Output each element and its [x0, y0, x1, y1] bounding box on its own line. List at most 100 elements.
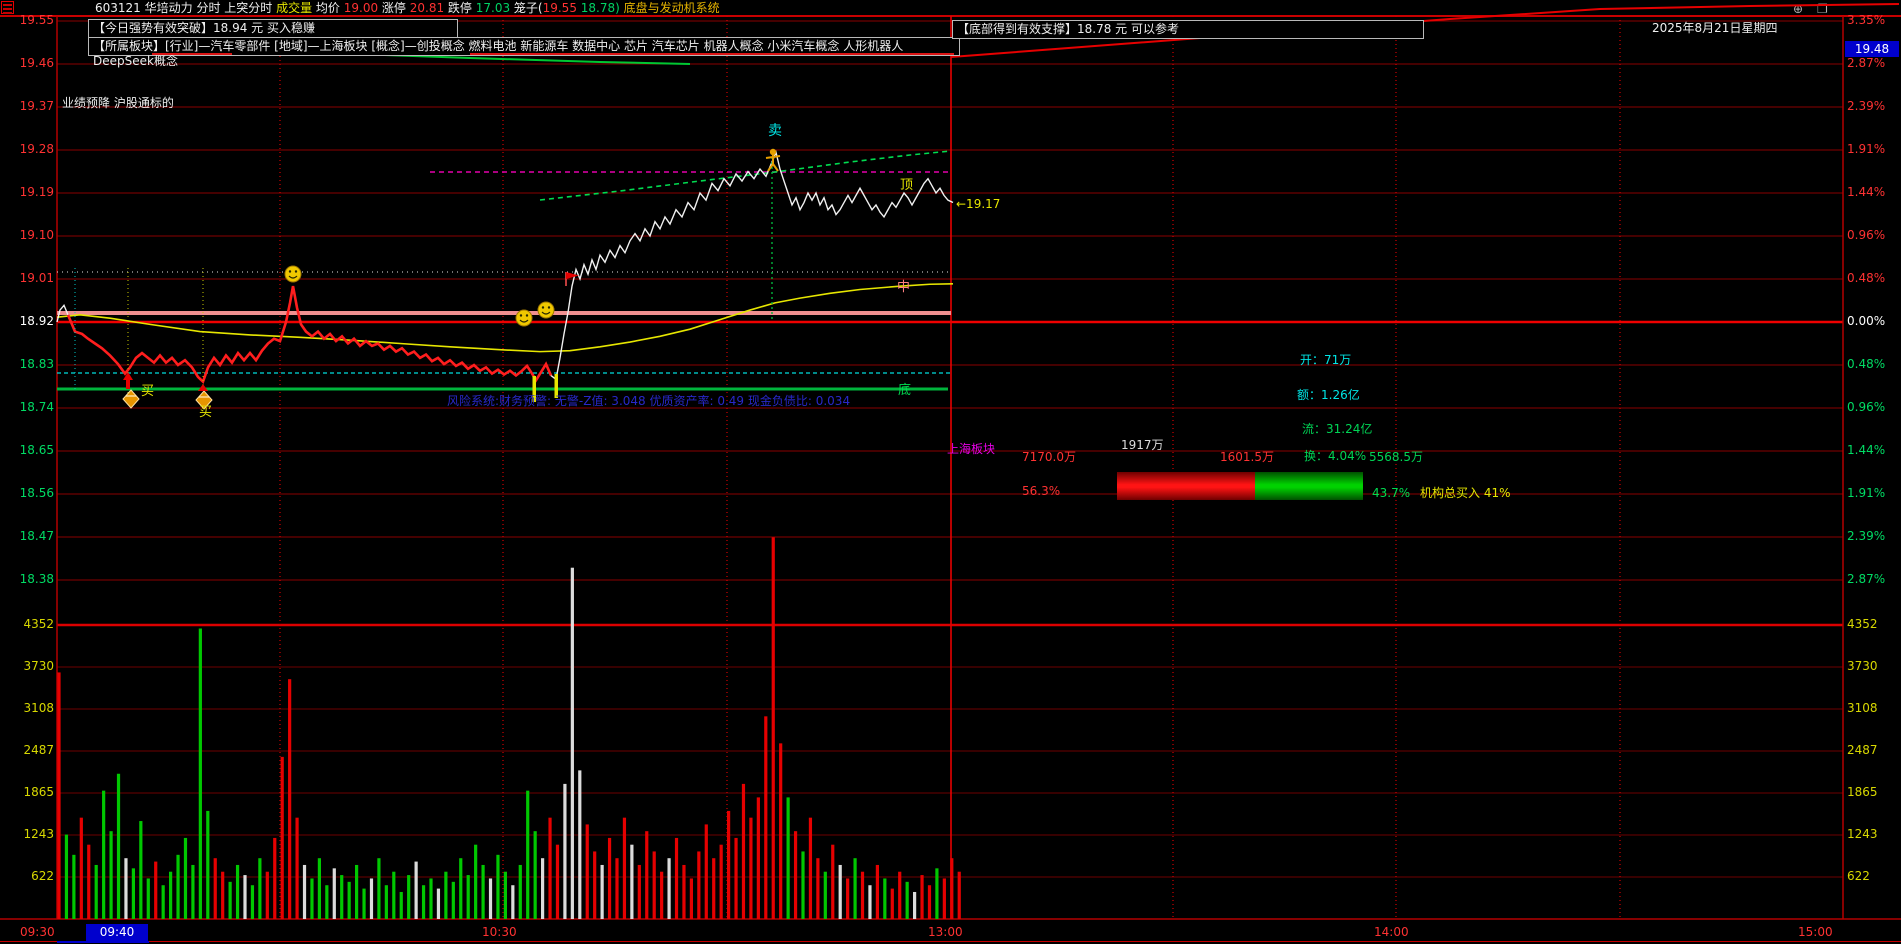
amount-stat: 额：1.26亿 [1297, 388, 1360, 402]
title-segment: 涨停 [378, 1, 410, 15]
volume-bar [942, 878, 946, 919]
concepts-underline [470, 53, 954, 55]
volume-bar [511, 885, 515, 919]
volume-axis-label: 4352 [23, 617, 54, 631]
sell-figure-leg [772, 163, 779, 172]
pct-axis-label: 2.87% [1847, 572, 1886, 586]
volume-bar [593, 851, 597, 919]
buy-ratio-segment [1117, 472, 1256, 500]
cursor-time-tag: 09:40 [86, 924, 148, 941]
volume-bar [325, 885, 329, 919]
green-trend-dashed-line [539, 150, 952, 201]
buy-triangle-icon [198, 384, 208, 391]
volume-bar [808, 817, 813, 919]
volume-bar [935, 868, 939, 919]
add-window-icon[interactable]: ⊕ [1793, 2, 1804, 16]
cursor-axis-highlight [57, 941, 149, 943]
bottom-frame-line [0, 941, 1901, 942]
smiley-face [515, 309, 533, 327]
title-segment: 笼子( [510, 1, 543, 15]
price-line [56, 150, 954, 383]
volume-bar [221, 871, 225, 919]
volume-bar [548, 817, 552, 919]
volume-bar [779, 743, 783, 919]
volume-bar [198, 628, 202, 919]
average-price-line [56, 282, 954, 353]
volume-bar [362, 888, 366, 919]
price-axis-label: 19.37 [19, 99, 54, 113]
volume-bar [898, 871, 902, 919]
volume-bar [697, 851, 701, 919]
volume-bar [94, 864, 98, 919]
cage-upper-right-line [950, 3, 1900, 58]
volume-bar [816, 858, 820, 919]
sell-marker-label: 卖 [768, 123, 782, 139]
volume-bar [116, 773, 121, 919]
volume-bar [771, 537, 775, 919]
pct-axis-label: 1.91% [1847, 142, 1886, 156]
volume-bar [310, 878, 314, 919]
title-segment: 成交量 [276, 1, 313, 15]
volume-bar [518, 864, 522, 919]
main-menu-icon[interactable] [1, 1, 14, 14]
buy-diamond-icon [195, 390, 213, 410]
volume-bar [451, 881, 455, 919]
volume-bar [793, 831, 798, 919]
sector-underline [152, 53, 232, 55]
volume-bar [109, 831, 113, 919]
volume-bar [258, 858, 262, 919]
volume-bar [183, 837, 188, 919]
volume-bar [823, 871, 827, 919]
sector-tag-label[interactable]: 上海板块 [947, 442, 996, 456]
volume-bar [905, 881, 909, 919]
smiley-eye [288, 270, 292, 273]
volume-bar [615, 858, 619, 919]
volume-bar [801, 851, 805, 919]
last-price-label: ←19.17 [956, 197, 1001, 211]
time-axis-label: 14:00 [1374, 925, 1409, 939]
pct-axis-label: 0.48% [1847, 357, 1886, 371]
title-segment: 20.81 [409, 1, 445, 15]
price-axis-label: 18.47 [19, 529, 54, 543]
smiley-eye [525, 314, 529, 317]
price-axis-label: 18.65 [19, 443, 54, 457]
volume-bar [317, 858, 321, 919]
support-signal-box: 【底部得到有效支撑】18.78 元 可以参考 [952, 20, 1424, 39]
price-axis-label: 19.19 [19, 185, 54, 199]
pct-axis-label: 2.39% [1847, 529, 1886, 543]
sell-ratio-label: 43.7% [1372, 486, 1411, 500]
volume-bar [235, 864, 240, 919]
sell-figure-arms [765, 155, 781, 159]
smiley-mouth [519, 319, 529, 323]
volume-bar [704, 824, 708, 919]
volume-bar [124, 858, 128, 919]
price-line-red-segment [66, 285, 553, 385]
pct-axis-label: 0.00% [1847, 314, 1886, 328]
volume-bar [206, 810, 210, 919]
volume-bar [526, 790, 530, 919]
volume-axis-label: 1243 [23, 827, 54, 841]
buy-ratio-label: 56.3% [1022, 484, 1061, 498]
volume-bar [399, 891, 403, 919]
volume-bar [131, 868, 135, 919]
volume-bar [578, 770, 582, 919]
volume-axis-label: 1865 [23, 785, 54, 799]
outflow-value: 7170.0万 [1022, 450, 1076, 464]
buy-up-arrow-icon [123, 372, 133, 389]
volume-bar [459, 858, 463, 919]
time-axis-label: 09:30 [20, 925, 55, 939]
title-segment: 19.55 [542, 1, 577, 15]
level-label: 中 [897, 280, 911, 295]
volume-bar [332, 868, 336, 919]
restore-window-icon[interactable]: ❐ [1817, 2, 1828, 16]
volume-bar [846, 878, 850, 919]
volume-bar [727, 810, 731, 919]
sell-figure-leg [767, 163, 774, 172]
buy-marker-label: 买 [199, 405, 213, 420]
smiley-face-icon [515, 309, 533, 327]
sector-list-box: 【所属板块】[行业]—汽车零部件 [地域]—上海板块 [概念]—创投概念 燃料电… [88, 37, 960, 68]
price-axis-label: 19.10 [19, 228, 54, 242]
smiley-face [537, 301, 555, 319]
red-flag-icon [566, 272, 579, 279]
